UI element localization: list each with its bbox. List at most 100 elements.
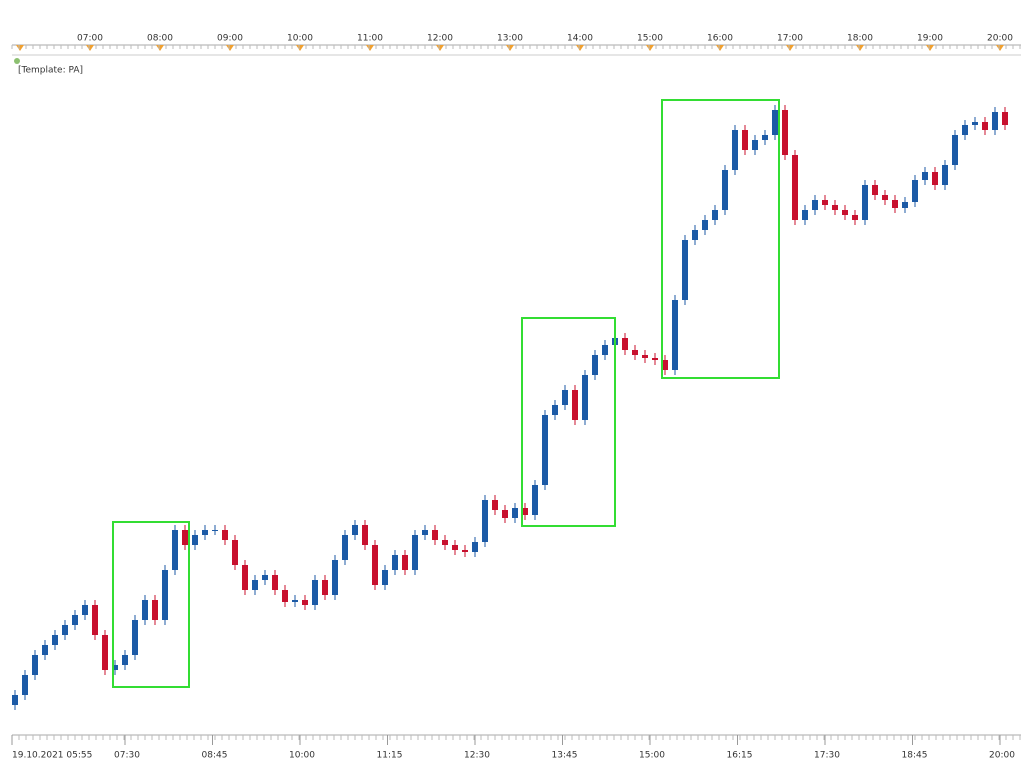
bottom-tick-label: 15:00 [639, 751, 665, 761]
time-marker [226, 45, 234, 51]
candle-body [452, 545, 458, 550]
candle-body [792, 155, 798, 220]
candle-body [172, 530, 178, 570]
top-tick-label: 15:00 [637, 34, 663, 44]
candle-body [322, 580, 328, 595]
time-marker [16, 45, 24, 51]
candle-body [142, 600, 148, 620]
time-marker [646, 45, 654, 51]
time-marker [296, 45, 304, 51]
candle-body [542, 415, 548, 485]
candle-body [922, 172, 928, 180]
candle-body [32, 655, 38, 675]
time-marker [506, 45, 514, 51]
candle-body [692, 230, 698, 240]
candle-body [522, 508, 528, 515]
candle-body [252, 580, 258, 590]
highlight-box [112, 521, 190, 688]
candle-body [682, 240, 688, 300]
candle-body [712, 210, 718, 220]
candle-body [362, 525, 368, 545]
candle-body [752, 140, 758, 150]
candle-body [932, 172, 938, 185]
candle-body [382, 570, 388, 585]
top-tick-label: 09:00 [217, 34, 243, 44]
candle-body [112, 665, 118, 670]
candle-body [962, 125, 968, 135]
bottom-tick-label: 18:45 [902, 751, 928, 761]
candle-body [552, 405, 558, 415]
candle-body [92, 605, 98, 635]
candle-body [832, 205, 838, 210]
candle-body [62, 625, 68, 635]
candle-body [192, 535, 198, 545]
candle-body [42, 645, 48, 655]
bottom-tick-label: 08:45 [202, 751, 228, 761]
candle-body [662, 360, 668, 370]
candle-body [352, 525, 358, 535]
candle-body [292, 600, 298, 602]
bottom-tick-label: 16:15 [727, 751, 753, 761]
candle-body [582, 375, 588, 420]
candle-body [242, 565, 248, 590]
candle-body [902, 202, 908, 208]
candle-body [512, 508, 518, 518]
candle-body [572, 390, 578, 420]
candle-body [222, 530, 228, 540]
top-tick-label: 20:00 [987, 34, 1013, 44]
time-marker [436, 45, 444, 51]
candle-body [592, 355, 598, 375]
candle-body [482, 500, 488, 542]
candle-body [102, 635, 108, 670]
candle-body [562, 390, 568, 405]
top-tick-label: 10:00 [287, 34, 313, 44]
candle-body [392, 555, 398, 570]
candle-body [972, 122, 978, 125]
candle-body [942, 165, 948, 185]
candle-body [742, 130, 748, 150]
top-tick-label: 14:00 [567, 34, 593, 44]
candle-body [732, 130, 738, 170]
candle-body [312, 580, 318, 605]
candle-body [122, 655, 128, 665]
top-tick-label: 13:00 [497, 34, 523, 44]
time-marker [786, 45, 794, 51]
top-tick-label: 11:00 [357, 34, 383, 44]
bottom-tick-label: 12:30 [464, 751, 490, 761]
candle-body [272, 575, 278, 590]
candle-body [1002, 112, 1008, 125]
candles [12, 105, 1008, 710]
candle-body [642, 355, 648, 358]
candle-body [632, 350, 638, 355]
candle-body [52, 635, 58, 645]
top-tick-label: 19:00 [917, 34, 943, 44]
time-marker [366, 45, 374, 51]
candle-body [232, 540, 238, 565]
candle-body [672, 300, 678, 370]
top-tick-label: 16:00 [707, 34, 733, 44]
candle-body [622, 338, 628, 350]
candle-body [952, 135, 958, 165]
candle-body [472, 542, 478, 552]
candle-body [12, 695, 18, 705]
candle-body [652, 358, 658, 360]
time-marker [926, 45, 934, 51]
bottom-tick-label: 07:30 [114, 751, 140, 761]
candle-body [282, 590, 288, 602]
candle-body [182, 530, 188, 545]
time-marker [86, 45, 94, 51]
candle-body [402, 555, 408, 570]
bottom-tick-label: 19.10.2021 05:55 [12, 751, 92, 761]
template-label: [Template: PA] [18, 66, 83, 76]
candle-body [422, 530, 428, 535]
top-tick-label: 18:00 [847, 34, 873, 44]
candle-body [722, 170, 728, 210]
candle-body [822, 200, 828, 205]
candle-body [892, 200, 898, 208]
candle-body [132, 620, 138, 655]
candle-body [342, 535, 348, 560]
top-tick-label: 12:00 [427, 34, 453, 44]
candle-body [502, 510, 508, 518]
candle-body [462, 550, 468, 552]
candle-body [702, 220, 708, 230]
